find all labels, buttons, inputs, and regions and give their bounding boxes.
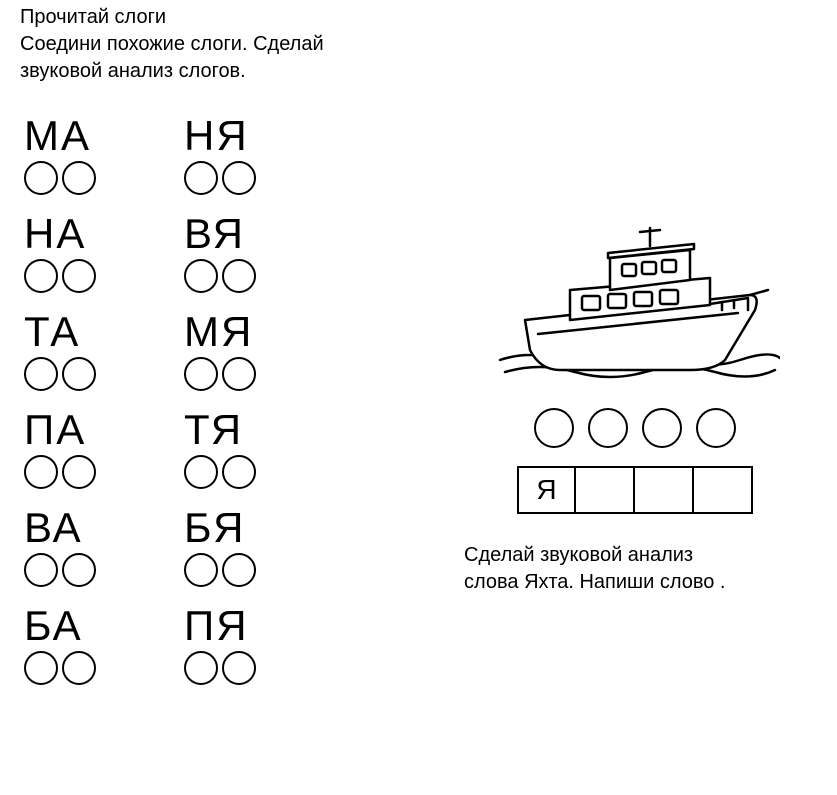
sound-circles bbox=[20, 455, 130, 489]
letter-boxes: Я bbox=[517, 466, 753, 514]
sound-circle[interactable] bbox=[222, 357, 256, 391]
syllable-text: НА bbox=[20, 213, 130, 255]
caption-line-2: слова Яхта. Напиши слово . bbox=[464, 569, 810, 596]
syllable-cell-left: ВА bbox=[20, 507, 130, 587]
syllable-row: ПА ТЯ bbox=[20, 409, 290, 489]
syllable-row: НА ВЯ bbox=[20, 213, 290, 293]
sound-circle[interactable] bbox=[24, 259, 58, 293]
syllable-text: ПЯ bbox=[180, 605, 290, 647]
sound-circle[interactable] bbox=[24, 357, 58, 391]
sound-circle[interactable] bbox=[24, 455, 58, 489]
sound-circles bbox=[20, 553, 130, 587]
syllable-cell-left: МА bbox=[20, 115, 130, 195]
sound-circles bbox=[20, 357, 130, 391]
sound-circle[interactable] bbox=[184, 455, 218, 489]
syllable-text: БА bbox=[20, 605, 130, 647]
instructions-block: Прочитай слоги Соедини похожие слоги. Сд… bbox=[20, 4, 324, 85]
yacht-image bbox=[490, 200, 780, 390]
sound-circles bbox=[180, 651, 290, 685]
sound-circle[interactable] bbox=[222, 651, 256, 685]
caption-line-1: Сделай звуковой анализ bbox=[464, 542, 810, 569]
sound-circle[interactable] bbox=[184, 259, 218, 293]
syllable-cell-right: БЯ bbox=[180, 507, 290, 587]
syllable-cell-right: ПЯ bbox=[180, 605, 290, 685]
sound-circle[interactable] bbox=[62, 651, 96, 685]
sound-circles bbox=[180, 259, 290, 293]
letter-box[interactable]: Я bbox=[517, 466, 576, 514]
syllable-cell-right: ВЯ bbox=[180, 213, 290, 293]
instruction-line-2: Соедини похожие слоги. Сделай bbox=[20, 31, 324, 58]
right-panel: Я Сделай звуковой анализ слова Яхта. Нап… bbox=[460, 200, 810, 596]
sound-circle[interactable] bbox=[62, 357, 96, 391]
letter-box[interactable] bbox=[694, 466, 753, 514]
syllable-text: ПА bbox=[20, 409, 130, 451]
right-caption: Сделай звуковой анализ слова Яхта. Напиш… bbox=[460, 542, 810, 596]
word-sound-circles bbox=[460, 408, 810, 448]
sound-circle[interactable] bbox=[24, 161, 58, 195]
syllable-cell-left: БА bbox=[20, 605, 130, 685]
sound-circle[interactable] bbox=[24, 651, 58, 685]
sound-circle[interactable] bbox=[642, 408, 682, 448]
sound-circle[interactable] bbox=[222, 259, 256, 293]
sound-circle[interactable] bbox=[184, 161, 218, 195]
syllable-text: НЯ bbox=[180, 115, 290, 157]
sound-circle[interactable] bbox=[24, 553, 58, 587]
syllable-text: ТА bbox=[20, 311, 130, 353]
syllable-row: БА ПЯ bbox=[20, 605, 290, 685]
syllable-text: МА bbox=[20, 115, 130, 157]
syllable-text: ВЯ bbox=[180, 213, 290, 255]
syllable-cell-left: ПА bbox=[20, 409, 130, 489]
sound-circle[interactable] bbox=[222, 455, 256, 489]
sound-circle[interactable] bbox=[184, 651, 218, 685]
syllable-text: МЯ bbox=[180, 311, 290, 353]
syllable-row: ТА МЯ bbox=[20, 311, 290, 391]
sound-circle[interactable] bbox=[184, 553, 218, 587]
sound-circle[interactable] bbox=[588, 408, 628, 448]
syllable-cell-right: НЯ bbox=[180, 115, 290, 195]
sound-circles bbox=[180, 553, 290, 587]
sound-circles bbox=[20, 259, 130, 293]
instruction-line-1: Прочитай слоги bbox=[20, 4, 324, 31]
syllable-text: ВА bbox=[20, 507, 130, 549]
sound-circles bbox=[180, 161, 290, 195]
sound-circles bbox=[180, 455, 290, 489]
sound-circle[interactable] bbox=[62, 259, 96, 293]
sound-circle[interactable] bbox=[184, 357, 218, 391]
sound-circles bbox=[20, 161, 130, 195]
sound-circle[interactable] bbox=[222, 553, 256, 587]
syllable-grid: МА НЯ НА ВЯ bbox=[20, 115, 290, 703]
syllable-row: ВА БЯ bbox=[20, 507, 290, 587]
sound-circle[interactable] bbox=[62, 161, 96, 195]
syllable-cell-left: НА bbox=[20, 213, 130, 293]
letter-box[interactable] bbox=[635, 466, 694, 514]
syllable-text: БЯ bbox=[180, 507, 290, 549]
sound-circle[interactable] bbox=[534, 408, 574, 448]
sound-circle[interactable] bbox=[62, 553, 96, 587]
sound-circle[interactable] bbox=[62, 455, 96, 489]
sound-circles bbox=[180, 357, 290, 391]
syllable-text: ТЯ bbox=[180, 409, 290, 451]
syllable-cell-left: ТА bbox=[20, 311, 130, 391]
instruction-line-3: звуковой анализ слогов. bbox=[20, 58, 324, 85]
syllable-cell-right: ТЯ bbox=[180, 409, 290, 489]
syllable-cell-right: МЯ bbox=[180, 311, 290, 391]
sound-circles bbox=[20, 651, 130, 685]
syllable-row: МА НЯ bbox=[20, 115, 290, 195]
sound-circle[interactable] bbox=[696, 408, 736, 448]
sound-circle[interactable] bbox=[222, 161, 256, 195]
letter-box[interactable] bbox=[576, 466, 635, 514]
